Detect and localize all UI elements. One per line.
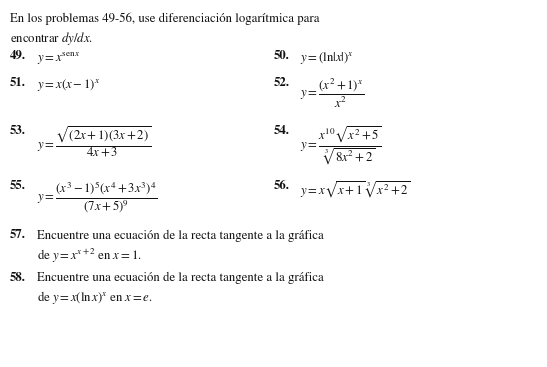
- Text: 51.: 51.: [10, 77, 26, 89]
- Text: En los problemas 49-56, use diferenciación logarítmica para: En los problemas 49-56, use diferenciaci…: [10, 13, 319, 25]
- Text: $y = \dfrac{(x^3-1)^5(x^4+3x^3)^4}{(7x+5)^9}$: $y = \dfrac{(x^3-1)^5(x^4+3x^3)^4}{(7x+5…: [37, 180, 158, 215]
- Text: de $y = x(\ln x)^{x}$ en $x = e$.: de $y = x(\ln x)^{x}$ en $x = e$.: [37, 289, 153, 306]
- Text: $y = (\ln|x|)^{x}$: $y = (\ln|x|)^{x}$: [300, 50, 353, 66]
- Text: de $y = x^{x+2}$ en $x = 1$.: de $y = x^{x+2}$ en $x = 1$.: [37, 247, 142, 265]
- Text: $y = \dfrac{x^{10}\sqrt{x^2+5}}{\sqrt[3]{8x^2+2}}$: $y = \dfrac{x^{10}\sqrt{x^2+5}}{\sqrt[3]…: [300, 125, 382, 167]
- Text: $y = x(x - 1)^{x}$: $y = x(x - 1)^{x}$: [37, 77, 101, 93]
- Text: 57.: 57.: [10, 229, 26, 241]
- Text: $y = x^{\mathrm{sen}\,x}$: $y = x^{\mathrm{sen}\,x}$: [37, 50, 81, 66]
- Text: $y = \dfrac{(x^2 + 1)^{x}}{x^2}$: $y = \dfrac{(x^2 + 1)^{x}}{x^2}$: [300, 77, 364, 110]
- Text: 58.: 58.: [10, 272, 26, 284]
- Text: 56.: 56.: [274, 180, 289, 192]
- Text: $y = \dfrac{\sqrt{(2x+1)(3x+2)}}{4x+3}$: $y = \dfrac{\sqrt{(2x+1)(3x+2)}}{4x+3}$: [37, 125, 152, 159]
- Text: Encuentre una ecuación de la recta tangente a la gráfica: Encuentre una ecuación de la recta tange…: [37, 229, 324, 241]
- Text: 54.: 54.: [274, 125, 289, 137]
- Text: 53.: 53.: [10, 125, 26, 137]
- Text: $y = x\sqrt{x+1}\;\sqrt[3]{x^2+2}$: $y = x\sqrt{x+1}\;\sqrt[3]{x^2+2}$: [300, 180, 410, 200]
- Text: 52.: 52.: [274, 77, 289, 89]
- Text: 49.: 49.: [10, 50, 26, 62]
- Text: 55.: 55.: [10, 180, 26, 192]
- Text: encontrar $dy/dx$.: encontrar $dy/dx$.: [10, 30, 93, 47]
- Text: Encuentre una ecuación de la recta tangente a la gráfica: Encuentre una ecuación de la recta tange…: [37, 272, 324, 284]
- Text: 50.: 50.: [274, 50, 289, 62]
